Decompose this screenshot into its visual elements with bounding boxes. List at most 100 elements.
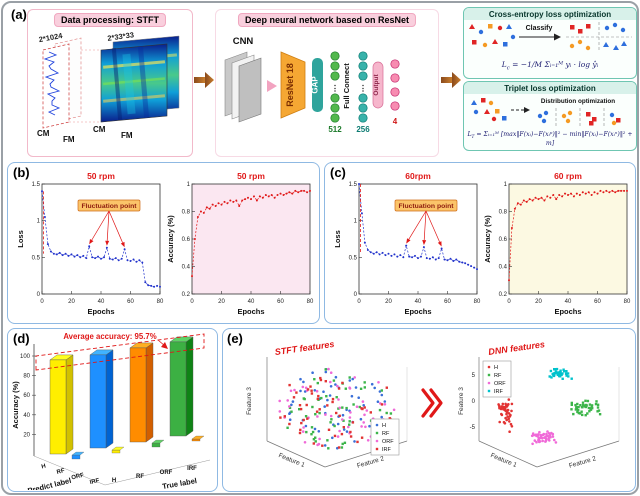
distribution-arrowhead — [524, 107, 530, 113]
svg-text:Feature 3: Feature 3 — [458, 387, 465, 415]
data-processing-box: Data processing: STFT — [27, 9, 193, 157]
panel-60rpm-results: (c) 60rpm 0 20 40 60 80 0 0.5 1 1.5 Epochs Loss Fluc… — [324, 162, 636, 324]
panel-50rpm-results: (b) 50 rpm 0 20 40 60 80 0 0.5 1 1.5 Epochs Loss Flu… — [7, 162, 320, 324]
svg-text:Feature 1: Feature 1 — [489, 452, 518, 469]
svg-text:0.4: 0.4 — [499, 265, 508, 271]
svg-text:ORF: ORF — [71, 473, 85, 482]
svg-text:IRF: IRF — [187, 466, 197, 472]
svg-text:20: 20 — [23, 432, 30, 438]
panel-architecture: (a) Data processing: STFT — [5, 5, 637, 161]
full-connect-label: Full Connect — [342, 63, 351, 109]
svg-text:60: 60 — [127, 299, 134, 305]
svg-text:0: 0 — [40, 299, 44, 305]
svg-text:Feature 2: Feature 2 — [356, 455, 385, 470]
svg-text:Feature 1: Feature 1 — [277, 452, 306, 469]
spec-fm-label: FM — [121, 131, 133, 140]
classify-label: Classify — [526, 25, 553, 32]
network-title: Deep neural network based on ResNet — [237, 13, 417, 27]
svg-text:80: 80 — [23, 374, 30, 380]
loss-chart-60rpm: 60rpm 0 20 40 60 80 0 0.5 1 1.5 Epochs Loss Fluctuat… — [333, 171, 481, 316]
distribution-illustration: Distribution optimization — [471, 98, 621, 126]
svg-text:Predict label: Predict label — [27, 476, 72, 490]
cross-entropy-box: Cross-entropy loss optimization Classify — [463, 7, 637, 79]
cross-entropy-title: Cross-entropy loss optimization — [464, 8, 636, 20]
svg-text:Loss: Loss — [16, 230, 25, 248]
svg-text:40: 40 — [248, 299, 255, 305]
svg-text:Average accuracy: 95.7%: Average accuracy: 95.7% — [63, 332, 156, 341]
wave-fm-label: FM — [63, 135, 75, 144]
svg-text:80: 80 — [474, 299, 481, 305]
panel-label-e: (e) — [227, 331, 243, 346]
mixed-shapes — [469, 24, 516, 48]
svg-text:RF: RF — [494, 373, 502, 379]
output-neurons — [390, 59, 400, 111]
triplet-loss-box: Triplet loss optimization Distribution o… — [463, 81, 637, 151]
panel-label-d: (d) — [13, 331, 30, 346]
svg-text:STFT features: STFT features — [274, 339, 335, 357]
accuracy-chart-50rpm: 50 rpm 0 20 40 60 80 0.2 0.4 0.6 0.8 1 Epochs Accura… — [166, 171, 314, 316]
stft-illustration: 2*1024 2*33*33 CM FM CM FM — [37, 30, 180, 144]
mixed-cluster — [471, 98, 507, 122]
output-size: 4 — [393, 117, 398, 126]
svg-text:⋮: ⋮ — [331, 84, 339, 93]
svg-text:RF: RF — [382, 431, 390, 437]
svg-text:0.6: 0.6 — [499, 237, 508, 243]
classify-arrowhead — [554, 33, 561, 41]
triplet-title: Triplet loss optimization — [464, 82, 636, 94]
fc1-size: 512 — [328, 125, 342, 134]
cross-entropy-formula: Lc = −1/M Σᵢ₌₁ᴹ yᵢ · log ŷᵢ — [501, 60, 599, 72]
svg-text:50 rpm: 50 rpm — [237, 171, 265, 181]
svg-text:0.4: 0.4 — [182, 265, 191, 271]
svg-text:RF: RF — [136, 474, 144, 480]
transform-chevron-icon — [421, 388, 443, 418]
svg-text:80: 80 — [307, 299, 314, 305]
svg-text:Feature 3: Feature 3 — [246, 387, 253, 415]
pink-arrow-icon — [267, 80, 277, 92]
svg-text:20: 20 — [535, 299, 542, 305]
svg-text:5: 5 — [472, 373, 476, 379]
network-box: Deep neural network based on ResNet CNN … — [215, 9, 439, 157]
svg-text:0: 0 — [507, 299, 511, 305]
svg-text:Feature 2: Feature 2 — [568, 455, 597, 470]
svg-text:60: 60 — [594, 299, 601, 305]
svg-text:20: 20 — [68, 299, 75, 305]
svg-text:0: 0 — [357, 299, 361, 305]
classified-shapes — [566, 22, 632, 52]
loss-chart-50rpm: 50 rpm 0 20 40 60 80 0 0.5 1 1.5 Epochs Loss Fluctua… — [16, 171, 164, 316]
svg-text:Fluctuation point: Fluctuation point — [81, 203, 137, 210]
svg-text:⋮: ⋮ — [359, 84, 367, 93]
spectrogram-panels — [100, 35, 180, 123]
svg-text:40: 40 — [23, 413, 30, 419]
optimized-clusters — [537, 108, 621, 126]
svg-text:IRF: IRF — [89, 478, 100, 486]
svg-text:60: 60 — [444, 299, 451, 305]
svg-text:Epochs: Epochs — [404, 307, 431, 316]
svg-text:1.5: 1.5 — [32, 182, 41, 188]
svg-text:0.2: 0.2 — [182, 292, 191, 298]
svg-text:40: 40 — [415, 299, 422, 305]
fc1-neurons: ⋮ — [330, 51, 340, 123]
svg-text:100: 100 — [20, 354, 31, 360]
classify-illustration: Classify — [469, 22, 632, 52]
svg-text:0: 0 — [472, 399, 476, 405]
fc2-neurons: ⋮ — [358, 51, 368, 123]
resnet-label: ResNet 18 — [285, 63, 295, 107]
svg-text:1: 1 — [37, 219, 41, 225]
spec-cm-label: CM — [93, 125, 106, 134]
svg-text:-5: -5 — [470, 425, 476, 431]
svg-text:H: H — [41, 464, 47, 471]
svg-text:20: 20 — [218, 299, 225, 305]
svg-text:40: 40 — [565, 299, 572, 305]
svg-text:80: 80 — [157, 299, 164, 305]
panel-confusion-accuracy: (d) 20 40 60 80 100 Accuracy (%) Average accur… — [7, 328, 218, 492]
svg-text:1: 1 — [504, 182, 508, 188]
resnet-block — [280, 51, 306, 119]
flow-arrow-icon — [194, 72, 214, 88]
svg-text:RF: RF — [56, 468, 66, 476]
svg-text:Accuracy (%): Accuracy (%) — [483, 215, 492, 263]
cnn-stack — [224, 51, 262, 123]
svg-text:0.6: 0.6 — [182, 237, 191, 243]
svg-text:0.5: 0.5 — [349, 255, 358, 261]
svg-text:0: 0 — [354, 292, 358, 298]
